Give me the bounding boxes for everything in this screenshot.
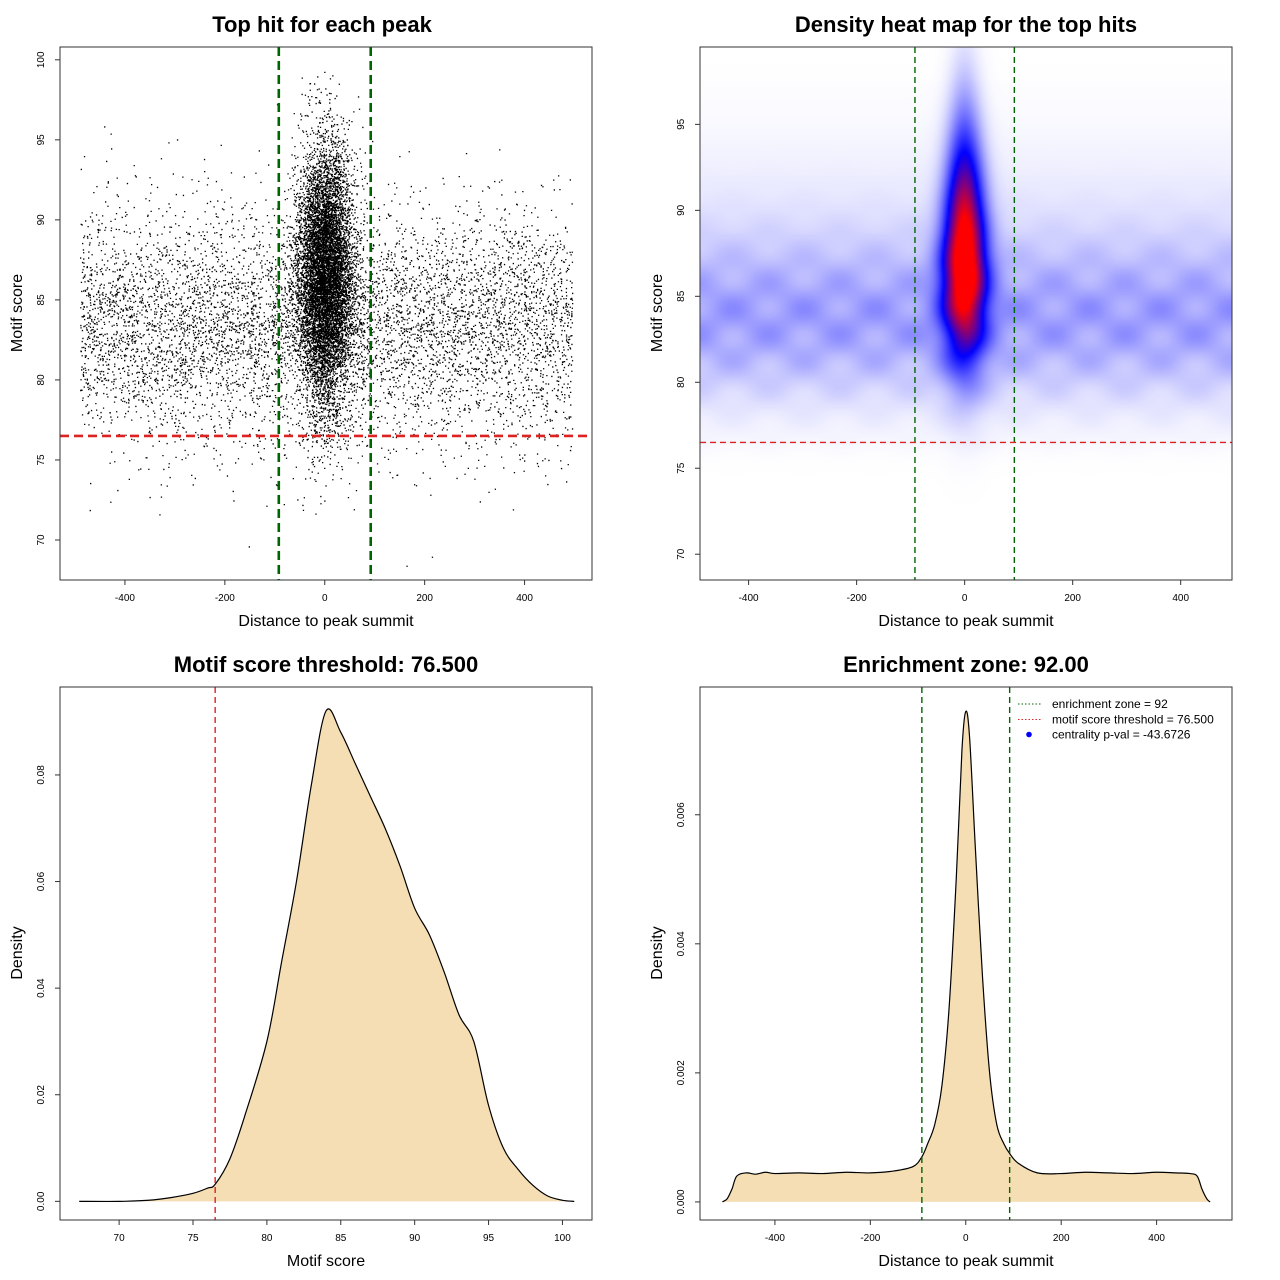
chart-title: Density heat map for the top hits bbox=[795, 12, 1137, 37]
y-axis-label: Motif score bbox=[9, 274, 26, 352]
x-tick-label: -400 bbox=[115, 593, 135, 604]
y-tick-label: 95 bbox=[676, 118, 687, 130]
x-axis-label: Motif score bbox=[287, 1253, 365, 1270]
y-axis-label: Density bbox=[9, 926, 26, 979]
scatter-points bbox=[80, 71, 574, 567]
x-tick-label: 90 bbox=[409, 1233, 421, 1244]
plot-frame bbox=[59, 46, 593, 581]
panel-score-density: Motif score threshold: 76.500 70 75 80 85 90… bbox=[9, 652, 593, 1270]
y-tick-label: 0.00 bbox=[36, 1191, 47, 1211]
y-tick-label: 0.006 bbox=[676, 802, 687, 827]
x-tick-label: -400 bbox=[739, 593, 759, 604]
x-tick-label: 95 bbox=[483, 1233, 495, 1244]
plot-frame bbox=[699, 46, 1233, 581]
density-curve bbox=[79, 708, 575, 1203]
y-tick-label: 100 bbox=[36, 51, 47, 68]
y-tick-label: 75 bbox=[676, 462, 687, 474]
y-tick-label: 0.002 bbox=[676, 1060, 687, 1085]
y-tick-label: 0.02 bbox=[36, 1085, 47, 1105]
y-tick-label: 80 bbox=[676, 376, 687, 388]
x-tick-label: 75 bbox=[187, 1233, 199, 1244]
x-tick-label: 400 bbox=[516, 593, 533, 604]
legend-label: enrichment zone = 92 bbox=[1052, 697, 1168, 711]
chart-title: Top hit for each peak bbox=[212, 12, 432, 37]
x-tick-label: 200 bbox=[416, 593, 433, 604]
x-tick-label: 0 bbox=[322, 593, 328, 604]
x-tick-label: 0 bbox=[962, 593, 968, 604]
x-tick-label: 200 bbox=[1064, 593, 1081, 604]
y-tick-label: 70 bbox=[676, 548, 687, 560]
density-area bbox=[722, 711, 1211, 1202]
y-tick-label: 0.06 bbox=[36, 871, 47, 891]
x-tick-label: -200 bbox=[215, 593, 235, 604]
y-tick-label: 0.004 bbox=[676, 931, 687, 956]
density-curve bbox=[722, 710, 1211, 1203]
y-tick-label: 0.08 bbox=[36, 765, 47, 785]
y-axis-label: Motif score bbox=[649, 274, 666, 352]
x-tick-label: -200 bbox=[847, 593, 867, 604]
x-tick-label: 80 bbox=[261, 1233, 273, 1244]
y-tick-label: 70 bbox=[36, 534, 47, 546]
x-tick-label: 0 bbox=[963, 1233, 969, 1244]
y-tick-label: 85 bbox=[676, 290, 687, 302]
x-tick-label: -200 bbox=[860, 1233, 880, 1244]
y-tick-label: 85 bbox=[36, 294, 47, 306]
x-tick-label: 70 bbox=[114, 1233, 126, 1244]
x-tick-label: -400 bbox=[765, 1233, 785, 1244]
chart-title: Enrichment zone: 92.00 bbox=[843, 652, 1089, 677]
y-axis-label: Density bbox=[649, 926, 666, 979]
chart-title: Motif score threshold: 76.500 bbox=[174, 652, 478, 677]
y-tick-label: 0.04 bbox=[36, 978, 47, 998]
x-axis-label: Distance to peak summit bbox=[238, 613, 414, 630]
x-tick-label: 400 bbox=[1148, 1233, 1165, 1244]
legend-label: motif score threshold = 76.500 bbox=[1052, 713, 1214, 727]
panel-density-heatmap: Density heat map for the top hits -400 -2… bbox=[649, 12, 1233, 630]
legend: enrichment zone = 92 motif score thresho… bbox=[1018, 697, 1214, 742]
x-tick-label: 400 bbox=[1172, 593, 1189, 604]
x-tick-label: 85 bbox=[335, 1233, 347, 1244]
panel-top-hit-scatter: Top hit for each peak -400 -200 0 200 400 70… bbox=[9, 12, 593, 630]
x-axis-label: Distance to peak summit bbox=[878, 613, 1054, 630]
y-tick-label: 80 bbox=[36, 374, 47, 386]
y-tick-label: 75 bbox=[36, 454, 47, 466]
density-area bbox=[79, 708, 575, 1202]
legend-swatch-centrality bbox=[1026, 731, 1032, 738]
y-tick-label: 95 bbox=[36, 134, 47, 146]
x-tick-label: 100 bbox=[554, 1233, 571, 1244]
y-tick-label: 0.000 bbox=[676, 1189, 687, 1214]
y-tick-label: 90 bbox=[676, 204, 687, 216]
x-tick-label: 200 bbox=[1053, 1233, 1070, 1244]
heatmap-image bbox=[700, 47, 1232, 580]
y-tick-label: 90 bbox=[36, 214, 47, 226]
panel-distance-density: Enrichment zone: 92.00 -400 -200 0 200 400 0… bbox=[649, 652, 1233, 1270]
legend-label: centrality p-val = -43.6726 bbox=[1052, 728, 1191, 742]
plot-frame bbox=[59, 686, 593, 1221]
x-axis-label: Distance to peak summit bbox=[878, 1253, 1054, 1270]
